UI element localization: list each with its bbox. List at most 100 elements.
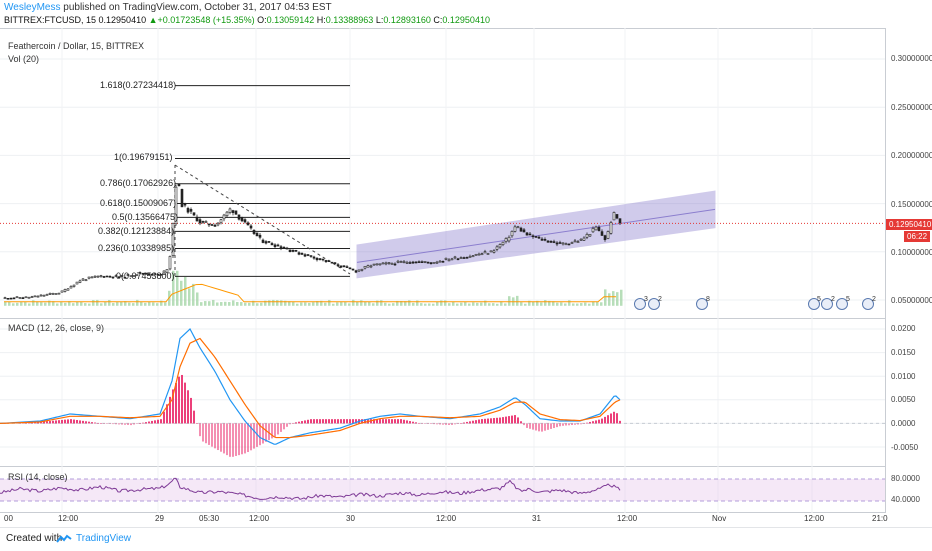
volume-bar <box>568 300 571 306</box>
event-flag-icon[interactable] <box>634 298 646 310</box>
candle-body <box>213 224 217 227</box>
volume-bar <box>548 300 551 306</box>
macd-histogram-bar <box>295 422 297 424</box>
volume-bar <box>260 302 263 306</box>
candle-body <box>474 254 478 256</box>
event-flag-icon[interactable] <box>836 298 848 310</box>
high-value: 0.13388963 <box>325 15 374 25</box>
macd-histogram-bar <box>343 419 345 424</box>
event-flag-icon[interactable] <box>696 298 708 310</box>
candle-body <box>447 259 451 262</box>
high-label: H: <box>316 15 326 25</box>
candle-body <box>543 239 547 241</box>
candle-body <box>576 241 580 243</box>
candle-body <box>570 242 574 244</box>
candle-body <box>330 261 334 264</box>
macd-histogram-bar <box>235 423 237 456</box>
macd-histogram-bar <box>160 419 162 424</box>
macd-histogram-bar <box>286 423 288 427</box>
event-flag-icon[interactable] <box>862 298 874 310</box>
candle-body <box>9 297 13 300</box>
volume-bar <box>468 303 471 306</box>
macd-histogram-bar <box>292 422 294 424</box>
macd-histogram-bar <box>319 419 321 424</box>
macd-histogram-bar <box>265 423 267 442</box>
created-with-text: Created with <box>6 533 63 544</box>
macd-histogram-bar <box>139 423 141 424</box>
candle-body <box>435 261 439 264</box>
macd-histogram-bar <box>496 417 498 424</box>
volume-bar <box>108 299 111 306</box>
macd-histogram-bar <box>511 415 513 424</box>
macd-histogram-bar <box>526 423 528 428</box>
macd-histogram-bar <box>76 420 78 424</box>
volume-bar <box>280 300 283 306</box>
candle-body <box>168 256 172 270</box>
volume-bar <box>112 303 115 306</box>
candle-body <box>600 231 604 236</box>
candle-body <box>531 235 535 238</box>
candle-body <box>351 268 355 271</box>
time-label: 12:00 <box>249 514 270 523</box>
candle-body <box>102 276 106 278</box>
volume-bar <box>560 302 563 306</box>
volume-bar <box>520 302 523 306</box>
rsi-pane-title: RSI (14, close) <box>8 472 68 482</box>
candle-body <box>276 244 280 247</box>
macd-histogram-bar <box>106 423 108 424</box>
volume-bar <box>376 300 379 306</box>
price-axis[interactable]: 0.30000000 0.25000000 0.20000000 0.15000… <box>885 28 932 513</box>
macd-histogram-bar <box>595 420 597 424</box>
countdown-tag: 06:22 <box>904 231 931 242</box>
candle-body <box>129 275 133 278</box>
volume-bar <box>104 302 107 306</box>
volume-bar <box>352 299 355 306</box>
macd-histogram-bar <box>280 423 282 432</box>
macd-histogram-bar <box>394 419 396 424</box>
event-flag-icon[interactable] <box>808 298 820 310</box>
macd-histogram-bar <box>412 421 414 424</box>
candle-body <box>489 250 493 253</box>
candle-body <box>132 275 136 277</box>
macd-histogram-bar <box>313 419 315 424</box>
macd-histogram-bar <box>70 419 72 424</box>
volume-bar <box>408 300 411 306</box>
candle-body <box>3 297 7 299</box>
candle-body <box>87 276 91 279</box>
macd-histogram-bar <box>334 419 336 424</box>
channel-midline <box>356 208 716 263</box>
candle-body <box>402 261 406 263</box>
time-axis[interactable]: 00 12:00 29 05:30 12:00 30 12:00 31 12:0… <box>0 513 888 526</box>
candle-body <box>96 275 100 278</box>
macd-histogram-bar <box>544 423 546 431</box>
macd-histogram-bar <box>559 423 561 427</box>
event-flag-icon[interactable] <box>648 298 660 310</box>
candle-body <box>66 288 70 291</box>
volume-bar <box>8 301 11 306</box>
footer: Created with TradingView <box>0 527 932 551</box>
macd-histogram-bar <box>229 423 231 457</box>
chart-canvas[interactable] <box>0 28 885 513</box>
macd-histogram-bar <box>148 421 150 424</box>
volume-bar <box>164 302 167 306</box>
event-flag-icon[interactable] <box>821 298 833 310</box>
macd-histogram-bar <box>124 423 126 425</box>
macd-histogram-bar <box>478 419 480 424</box>
volume-bar <box>492 303 495 306</box>
macd-histogram-bar <box>64 419 66 424</box>
macd-histogram-bar <box>451 423 453 425</box>
volume-bar <box>412 302 415 306</box>
volume-bar <box>420 303 423 306</box>
macd-histogram-bar <box>613 411 615 424</box>
candle-body <box>456 258 460 261</box>
macd-histogram-bar <box>268 423 270 441</box>
volume-bar <box>356 301 359 306</box>
tradingview-link[interactable]: TradingView <box>76 533 132 544</box>
author-link[interactable]: WesleyMess <box>4 2 61 13</box>
main-pane-top-border <box>0 28 885 29</box>
macd-tick: 0.0200 <box>891 324 916 333</box>
macd-histogram-bar <box>493 418 495 424</box>
volume-bar <box>300 302 303 306</box>
candle-body <box>138 272 142 274</box>
volume-bar <box>16 302 19 306</box>
